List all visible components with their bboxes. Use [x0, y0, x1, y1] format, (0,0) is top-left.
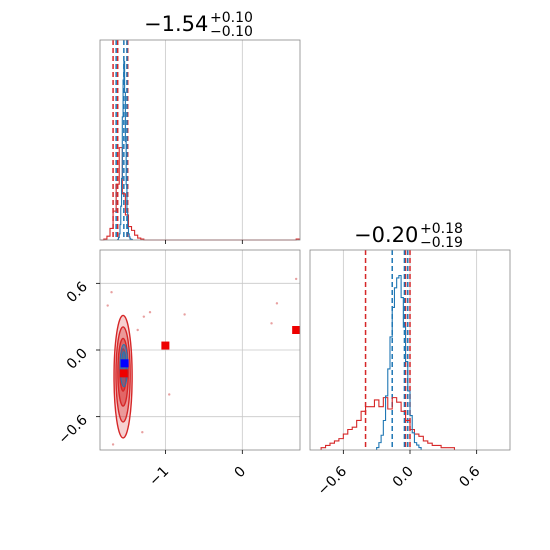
- y-tick-label: −0.6: [55, 412, 90, 447]
- title-param0: −1.54 +0.10 −0.10: [144, 10, 253, 40]
- marker-square: [292, 326, 300, 334]
- histogram-red: [320, 397, 455, 450]
- marginal-param1-panel: −0.6 0.0 0.6: [309, 249, 511, 499]
- outlier-point: [275, 302, 279, 305]
- title-param1: −0.20 +0.18 −0.19: [354, 221, 463, 251]
- histogram-red: [100, 147, 300, 241]
- y-tick-label: 0.6: [64, 279, 91, 306]
- outlier-point: [110, 291, 113, 294]
- marker-square: [120, 359, 129, 368]
- outlier-point: [294, 277, 298, 281]
- outlier-point: [141, 431, 144, 434]
- outlier-point: [270, 322, 273, 325]
- title-param0-median: −1.54: [144, 12, 208, 36]
- scatter-clip-group: [106, 277, 300, 446]
- x-tick-label: −1: [146, 464, 172, 490]
- outlier-point: [148, 311, 152, 314]
- panel-frame: [99, 39, 301, 241]
- title-param1-minus: −0.19: [420, 235, 463, 251]
- histogram-blue: [117, 61, 133, 240]
- marker-square: [161, 341, 170, 350]
- title-param0-plus: +0.10: [210, 10, 253, 26]
- scatter-panel: −1 0 −0.6 0.0 0.6: [55, 249, 301, 490]
- x-tick-label: −0.6: [315, 463, 350, 498]
- x-tick-label: 0.6: [456, 463, 483, 490]
- title-param1-median: −0.20: [354, 223, 418, 247]
- title-param0-minus: −0.10: [210, 24, 253, 40]
- x-tick-label: 0: [232, 464, 250, 482]
- outlier-point: [142, 315, 146, 318]
- marker-square: [119, 369, 128, 378]
- outlier-point: [183, 313, 186, 316]
- outlier-point: [168, 393, 171, 396]
- outlier-point: [106, 304, 109, 307]
- outlier-point: [111, 443, 115, 446]
- marginal-param0-panel: [99, 39, 301, 244]
- title-param1-plus: +0.18: [420, 221, 463, 237]
- outlier-point: [136, 328, 139, 332]
- histogram-blue: [376, 274, 422, 450]
- x-tick-label: 0.0: [390, 464, 417, 491]
- y-tick-label: 0.0: [64, 346, 91, 373]
